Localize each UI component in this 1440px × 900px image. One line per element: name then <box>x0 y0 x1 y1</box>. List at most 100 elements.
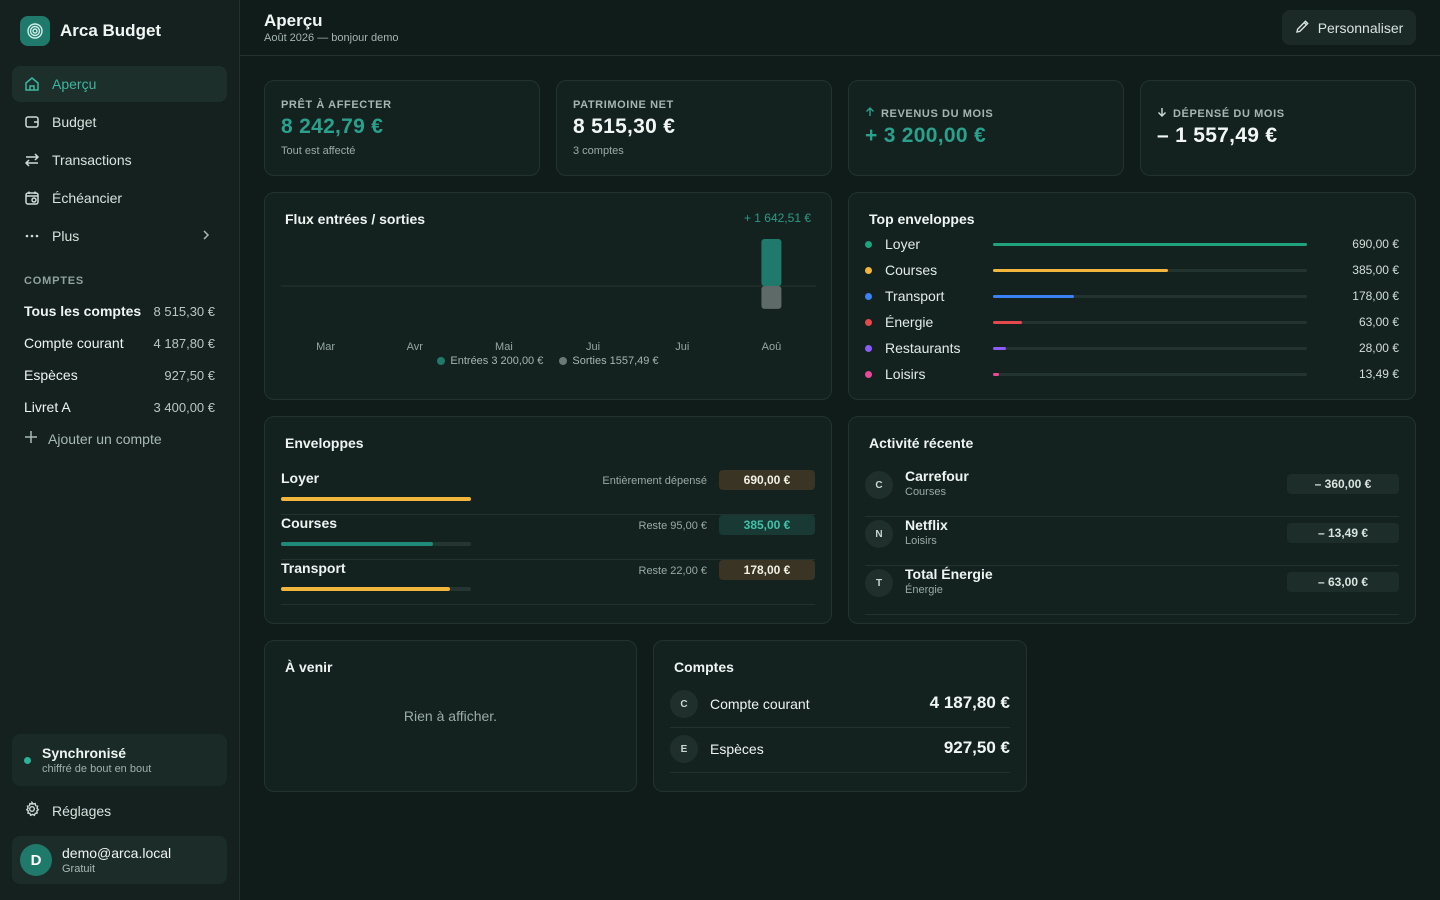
envelope-status: Reste 22,00 € <box>638 565 708 577</box>
account-avatar: C <box>670 690 698 718</box>
accounts-card-title: Comptes <box>674 659 734 675</box>
top-envelope-row[interactable]: Énergie 63,00 € <box>865 309 1399 335</box>
customize-button[interactable]: Personnaliser <box>1282 10 1416 45</box>
envelopes-card: Enveloppes Loyer Entièrement dépensé 690,0… <box>264 416 832 624</box>
envelopes-title: Enveloppes <box>285 435 364 451</box>
account-row[interactable]: E Espèces 927,50 € <box>670 728 1010 773</box>
legend-label-out: Sorties 1557,49 € <box>572 355 659 367</box>
flux-title: Flux entrées / sorties <box>285 211 426 227</box>
top-envelope-row[interactable]: Transport 178,00 € <box>865 283 1399 309</box>
envelope-bar-track <box>993 268 1307 272</box>
top-envelope-row[interactable]: Courses 385,00 € <box>865 257 1399 283</box>
user-menu[interactable]: D demo@arca.local Gratuit <box>12 836 227 884</box>
envelope-progress-track <box>281 587 471 591</box>
envelope-row[interactable]: Loyer Entièrement dépensé 690,00 € <box>281 470 815 515</box>
kpi-label: REVENUS DU MOIS <box>881 107 994 120</box>
bar-entrees[interactable] <box>761 239 782 286</box>
envelope-name: Courses <box>281 515 338 531</box>
account-balance: 4 187,80 € <box>929 693 1010 712</box>
wallet-icon <box>24 114 40 130</box>
top-envelopes-title: Top enveloppes <box>869 211 975 227</box>
flux-legend: Entrées 3 200,00 € Sorties 1557,49 € <box>265 355 831 367</box>
account-balance: 927,50 € <box>943 738 1010 757</box>
kpi-label: PRÊT À AFFECTER <box>281 99 392 111</box>
flux-delta: + 1 642,51 € <box>743 211 811 225</box>
account-avatar: E <box>670 735 698 763</box>
account-row[interactable]: C Compte courant 4 187,80 € <box>670 683 1010 728</box>
envelope-bar-track <box>993 294 1307 298</box>
nav-item-budget[interactable]: Budget <box>12 104 227 140</box>
sidebar-account-especes[interactable]: Espèces 927,50 € <box>24 359 215 391</box>
kpi-value: + 3 200,00 € <box>865 124 986 147</box>
top-envelope-row[interactable]: Restaurants 28,00 € <box>865 335 1399 361</box>
envelope-amount-pill[interactable]: 385,00 € <box>719 515 815 535</box>
payee-avatar: N <box>865 520 893 548</box>
envelope-color-dot <box>865 370 872 378</box>
top-bar: Aperçu Août 2026 — bonjour demo Personna… <box>240 0 1440 56</box>
envelope-bar-track <box>993 320 1307 324</box>
legend-label-in: Entrées 3 200,00 € <box>450 355 544 367</box>
settings-link[interactable]: Réglages <box>24 800 111 820</box>
top-envelope-row[interactable]: Loyer 690,00 € <box>865 231 1399 257</box>
accounts-section-label: COMPTES <box>24 275 84 287</box>
kpi-card-spent: DÉPENSÉ DU MOIS – 1 557,49 € <box>1140 80 1416 176</box>
sidebar-account-courant[interactable]: Compte courant 4 187,80 € <box>24 327 215 359</box>
activity-row[interactable]: N Netflix Loisirs – 13,49 € <box>865 517 1399 566</box>
activity-row[interactable]: C Carrefour Courses – 360,00 € <box>865 468 1399 517</box>
brand[interactable]: Arca Budget <box>20 16 161 46</box>
envelope-progress-track <box>281 497 471 501</box>
x-tick-label: Jui <box>586 341 600 353</box>
calendar-icon <box>24 190 40 206</box>
main-nav: Aperçu Budget Transactions Échéancier Pl… <box>12 66 227 256</box>
sidebar-account-all[interactable]: Tous les comptes 8 515,30 € <box>24 295 215 327</box>
envelope-amount-pill[interactable]: 178,00 € <box>719 560 815 580</box>
envelope-progress-fill <box>281 497 471 501</box>
transaction-amount: – 63,00 € <box>1287 572 1399 592</box>
envelope-bar-track <box>993 346 1307 350</box>
transaction-amount: – 360,00 € <box>1287 474 1399 494</box>
envelope-name: Courses <box>885 262 938 278</box>
x-tick-label: Mar <box>316 341 335 353</box>
app-name: Arca Budget <box>60 21 162 40</box>
envelope-color-dot <box>865 318 872 326</box>
home-icon <box>24 76 40 92</box>
envelope-row[interactable]: Courses Reste 95,00 € 385,00 € <box>281 515 815 560</box>
nav-item-transactions[interactable]: Transactions <box>12 142 227 178</box>
arrows-icon <box>24 152 40 168</box>
nav-item-label: Plus <box>52 228 80 244</box>
kpi-card-networth: PATRIMOINE NET 8 515,30 € 3 comptes <box>556 80 832 176</box>
top-envelope-row[interactable]: Loisirs 13,49 € <box>865 361 1399 387</box>
payee-name: Carrefour <box>905 468 969 484</box>
envelope-row[interactable]: Transport Reste 22,00 € 178,00 € <box>281 560 815 605</box>
pencil-icon <box>1295 19 1310 37</box>
envelope-amount: 28,00 € <box>1358 341 1399 355</box>
nav-item-label: Échéancier <box>52 190 123 206</box>
sidebar-account-livret[interactable]: Livret A 3 400,00 € <box>24 391 215 423</box>
envelope-name: Restaurants <box>885 340 961 356</box>
account-name: Tous les comptes <box>24 303 142 319</box>
envelope-amount-pill[interactable]: 690,00 € <box>719 470 815 490</box>
envelope-color-dot <box>865 266 872 274</box>
upcoming-title: À venir <box>285 659 333 675</box>
envelope-progress-track <box>281 542 471 546</box>
kpi-label: PATRIMOINE NET <box>573 99 674 111</box>
nav-item-apercu[interactable]: Aperçu <box>12 66 227 102</box>
legend-item-out: Sorties 1557,49 € <box>559 355 659 367</box>
activity-row[interactable]: T Total Énergie Énergie – 63,00 € <box>865 566 1399 615</box>
chevron-right-icon <box>199 228 213 245</box>
nav-item-plus[interactable]: Plus <box>12 218 227 254</box>
envelope-name: Loyer <box>281 470 320 486</box>
flux-card: Flux entrées / sorties + 1 642,51 € Mar A… <box>264 192 832 400</box>
avatar: D <box>20 844 52 876</box>
nav-item-echeancier[interactable]: Échéancier <box>12 180 227 216</box>
activity-card: Activité récente C Carrefour Courses – 360,… <box>848 416 1416 624</box>
bar-sorties[interactable] <box>761 286 782 309</box>
envelope-bar-fill <box>993 346 1006 350</box>
sidebar-accounts: Tous les comptes 8 515,30 € Compte coura… <box>24 295 215 423</box>
kpi-label: DÉPENSÉ DU MOIS <box>1173 107 1285 120</box>
payee-name: Netflix <box>905 517 948 533</box>
envelope-progress-fill <box>281 542 433 546</box>
add-account-button[interactable]: Ajouter un compte <box>24 430 162 447</box>
envelope-bar-fill <box>993 294 1074 298</box>
envelope-name: Énergie <box>885 314 934 330</box>
